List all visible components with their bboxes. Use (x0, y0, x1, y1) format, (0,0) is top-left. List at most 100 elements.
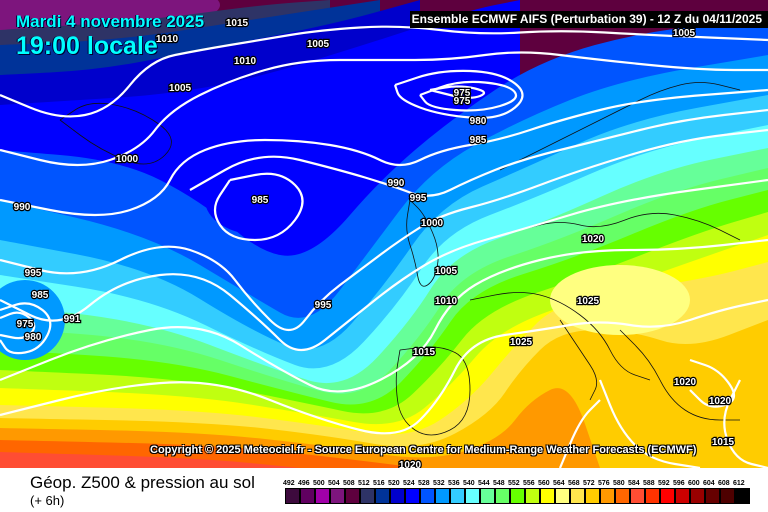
pressure-label: 990 (14, 202, 31, 213)
pressure-label: 1020 (582, 234, 605, 245)
legend-label: 496 (298, 480, 310, 487)
legend-swatch (660, 488, 675, 504)
pressure-label: 985 (32, 290, 49, 301)
pressure-label: 1020 (399, 460, 422, 468)
legend-label: 580 (613, 480, 625, 487)
pressure-label: 1010 (234, 56, 257, 67)
isobar-line (0, 88, 768, 217)
legend-swatch (585, 488, 600, 504)
legend-swatch (630, 488, 645, 504)
isobars (0, 25, 768, 468)
pressure-label: 975 (454, 96, 471, 107)
coastline (406, 199, 439, 287)
legend-swatch (555, 488, 570, 504)
legend-label: 592 (658, 480, 670, 487)
pressure-label: 1005 (169, 83, 192, 94)
pressure-label: 1010 (156, 34, 179, 45)
legend-swatch (330, 488, 345, 504)
pressure-label: 1025 (510, 337, 533, 348)
legend-label: 604 (703, 480, 715, 487)
legend-label: 508 (343, 480, 355, 487)
legend-swatch (615, 488, 630, 504)
coastline (559, 319, 598, 401)
pressure-label: 1020 (709, 396, 732, 407)
isobar-line (0, 178, 768, 352)
pressure-label: 980 (25, 332, 42, 343)
pressure-label: 990 (388, 178, 405, 189)
legend-swatch (315, 488, 330, 504)
footer-panel: Géop. Z500 & pression au sol (+ 6h) 492 4… (0, 468, 768, 512)
legend-label: 556 (523, 480, 535, 487)
coastline (619, 329, 740, 421)
legend-label: 584 (628, 480, 640, 487)
isobar-line (689, 358, 736, 408)
legend-swatch (450, 488, 465, 504)
pressure-label: 1005 (435, 266, 458, 277)
legend-label: 504 (328, 480, 340, 487)
legend-swatch (390, 488, 405, 504)
coastline (469, 292, 651, 381)
pressure-label: 975 (454, 88, 471, 99)
legend-label: 600 (688, 480, 700, 487)
legend-label: 516 (373, 480, 385, 487)
isobar-line (0, 128, 768, 332)
legend-label: 576 (598, 480, 610, 487)
legend-label: 596 (673, 480, 685, 487)
legend-swatch (465, 488, 480, 504)
time-title: 19:00 locale (16, 32, 158, 60)
legend-label: 552 (508, 480, 520, 487)
isobar-line (393, 69, 524, 119)
legend-label: 492 (283, 480, 295, 487)
legend-swatch (480, 488, 495, 504)
legend-label: 520 (388, 480, 400, 487)
pressure-label: 1000 (421, 218, 444, 229)
legend-swatch (345, 488, 360, 504)
pressure-label: 975 (17, 319, 34, 330)
legend-swatch (600, 488, 615, 504)
legend-label: 608 (718, 480, 730, 487)
isobar-line (598, 379, 701, 468)
isobar-line (0, 302, 52, 355)
legend-swatch (735, 488, 750, 504)
coastline (59, 102, 172, 165)
pressure-label: 991 (64, 314, 81, 325)
legend-label: 544 (478, 480, 490, 487)
legend-label: 512 (358, 480, 370, 487)
legend-label: 524 (403, 480, 415, 487)
z500-color-bands (0, 0, 768, 468)
pressure-label: 985 (470, 135, 487, 146)
coastline (499, 82, 741, 171)
isobar-line (189, 108, 768, 197)
legend-swatch (690, 488, 705, 504)
legend-label: 540 (463, 480, 475, 487)
legend-label: 568 (568, 480, 580, 487)
isobar-line (0, 311, 36, 340)
legend-label: 548 (493, 480, 505, 487)
low-core-band (205, 165, 315, 235)
pressure-label: 1005 (673, 28, 696, 39)
forecast-step: (+ 6h) (30, 493, 65, 508)
legend-swatch (285, 488, 300, 504)
pressure-label: 1025 (577, 296, 600, 307)
pressure-label: 985 (252, 195, 269, 206)
legend-swatch (360, 488, 375, 504)
legend-label: 560 (538, 480, 550, 487)
legend-label: 588 (643, 480, 655, 487)
legend-label: 536 (448, 480, 460, 487)
isobar-line (0, 298, 768, 435)
isobar-line (0, 51, 768, 167)
isobar-line (723, 379, 768, 468)
legend-label: 500 (313, 480, 325, 487)
pressure-label: 995 (315, 300, 332, 311)
legend-swatch (405, 488, 420, 504)
pressure-label: 995 (25, 268, 42, 279)
legend-swatch (570, 488, 585, 504)
band-564-dome (550, 265, 690, 335)
legend-swatch (495, 488, 510, 504)
band-584 (0, 452, 300, 468)
legend-swatch (525, 488, 540, 504)
model-header: Ensemble ECMWF AIFS (Perturbation 39) - … (410, 11, 768, 28)
pressure-label: 1005 (307, 39, 330, 50)
legend-swatch (645, 488, 660, 504)
